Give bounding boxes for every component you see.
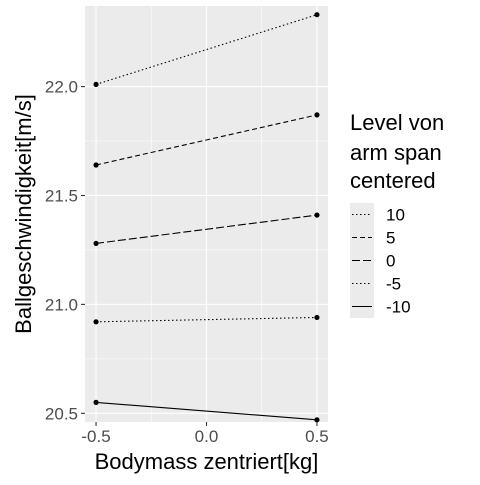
legend-label: 0 [386, 252, 395, 271]
legend-key [350, 249, 374, 272]
legend-item: 5 [350, 226, 395, 249]
series-line [95, 14, 318, 85]
series-lines [93, 12, 320, 423]
data-point [93, 81, 99, 88]
y-axis-title: Ballgeschwindigkeit[m/s] [11, 94, 36, 334]
data-point [314, 212, 320, 218]
data-point [93, 319, 99, 325]
series--5 [93, 314, 320, 325]
x-axis-title: Bodymass zentriert[kg] [95, 449, 319, 474]
axes: 20.5 21.0 21.5 22.0 -0.5 0.0 0.5 [45, 78, 329, 446]
legend-title-line: Level von [350, 110, 444, 135]
y-tick-label: 21.5 [45, 186, 78, 205]
legend-title-line: arm span [350, 140, 442, 165]
series--10 [93, 399, 320, 423]
data-point [314, 314, 320, 321]
legend-item: -10 [350, 295, 411, 318]
y-tick-label: 21.0 [45, 295, 78, 314]
x-tick-label: 0.5 [305, 427, 329, 446]
legend-label: -5 [386, 275, 401, 294]
data-point [93, 240, 99, 247]
series-line [95, 114, 318, 166]
legend-key [350, 272, 374, 295]
series-0 [93, 212, 320, 247]
data-point [314, 12, 320, 18]
series-line [96, 316, 317, 323]
y-tick-label: 22.0 [45, 78, 78, 97]
series-line [95, 214, 318, 244]
x-tick-label: 0.0 [195, 427, 219, 446]
x-tick-label: -0.5 [81, 427, 110, 446]
data-point [314, 112, 320, 118]
legend: Level von arm span centered 10 5 0 -5 -10 [350, 110, 444, 318]
legend-label: 5 [386, 229, 395, 248]
legend-item: -5 [350, 272, 401, 295]
y-tick-label: 20.5 [45, 404, 78, 423]
legend-item: 10 [350, 203, 405, 226]
gridlines [85, 6, 328, 422]
legend-label: 10 [386, 206, 405, 225]
data-point [93, 162, 99, 168]
series-line [96, 401, 317, 421]
legend-label: -10 [386, 298, 411, 317]
series-10 [93, 12, 320, 88]
data-point [314, 417, 320, 423]
legend-title-line: centered [350, 168, 436, 193]
series-5 [93, 112, 320, 168]
legend-item: 0 [350, 249, 395, 272]
legend-key [350, 203, 374, 226]
data-point [93, 399, 99, 405]
